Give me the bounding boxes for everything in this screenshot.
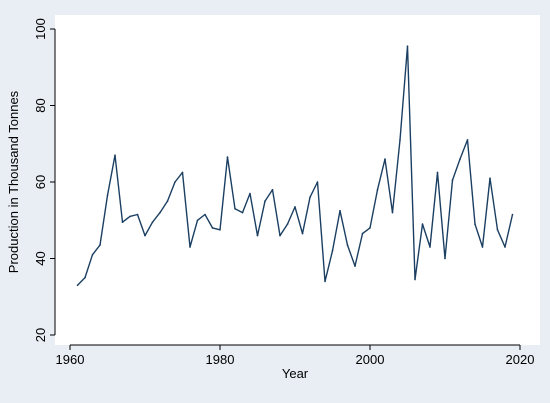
y-tick-label: 20 [33, 328, 48, 342]
data-point [286, 223, 289, 225]
data-point [354, 265, 356, 267]
data-point [429, 246, 431, 248]
data-point [466, 139, 469, 141]
data-point [241, 211, 244, 214]
data-point [166, 200, 169, 202]
data-point [256, 234, 259, 237]
plot-area [55, 15, 540, 345]
data-point [324, 280, 326, 283]
x-tick-label: 2020 [506, 352, 535, 367]
data-point [384, 158, 386, 160]
data-point [474, 223, 476, 225]
data-point [436, 171, 439, 174]
data-point [144, 234, 146, 237]
data-point [159, 211, 161, 214]
y-axis-ticks: 20 40 60 80 100 [33, 18, 55, 342]
data-point [459, 158, 461, 160]
data-point [76, 284, 79, 287]
data-point [174, 181, 176, 183]
data-point [249, 192, 251, 195]
data-point [106, 194, 109, 197]
data-point [391, 211, 394, 214]
data-point [136, 213, 139, 216]
data-point [279, 234, 281, 237]
data-point [481, 246, 484, 248]
data-points [76, 45, 514, 287]
data-point [451, 179, 454, 181]
y-tick-label: 100 [33, 18, 48, 40]
data-point [84, 276, 86, 279]
data-point [414, 278, 416, 281]
data-point [504, 246, 506, 248]
data-point [121, 221, 124, 223]
data-point [346, 244, 349, 246]
data-point [511, 213, 514, 216]
y-tick-label: 40 [33, 251, 48, 265]
data-point [271, 188, 274, 191]
data-point [234, 208, 236, 210]
x-tick-label: 1980 [206, 352, 235, 367]
x-tick-label: 1960 [56, 352, 85, 367]
data-point [196, 219, 199, 222]
data-point [181, 171, 184, 174]
data-point [189, 246, 191, 248]
data-point [406, 45, 409, 47]
data-point [301, 232, 304, 235]
data-point [294, 206, 296, 208]
data-point [151, 221, 154, 223]
data-point [361, 232, 364, 235]
data-point [219, 229, 221, 231]
data-point [489, 177, 491, 179]
x-tick-label: 2000 [356, 352, 385, 367]
data-point [129, 215, 131, 218]
data-point [369, 227, 371, 229]
x-axis-title: Year [282, 366, 309, 381]
data-point [339, 209, 341, 212]
data-point [91, 253, 94, 256]
data-point [204, 213, 206, 216]
x-axis-ticks: 1960 1980 2000 2020 [56, 345, 535, 367]
data-point [99, 244, 101, 246]
data-point [211, 227, 214, 229]
data-point [421, 223, 424, 225]
data-point [264, 200, 266, 202]
data-point [316, 181, 319, 183]
data-point [376, 188, 379, 191]
data-point [309, 196, 311, 199]
y-tick-label: 60 [33, 175, 48, 189]
y-tick-label: 80 [33, 98, 48, 112]
data-point [331, 250, 334, 252]
y-axis-title: Production in Thousand Tonnes [6, 90, 21, 273]
data-point [444, 257, 446, 260]
data-point [496, 229, 499, 231]
data-point [114, 154, 116, 156]
data-point [399, 139, 401, 141]
data-point [226, 156, 229, 158]
